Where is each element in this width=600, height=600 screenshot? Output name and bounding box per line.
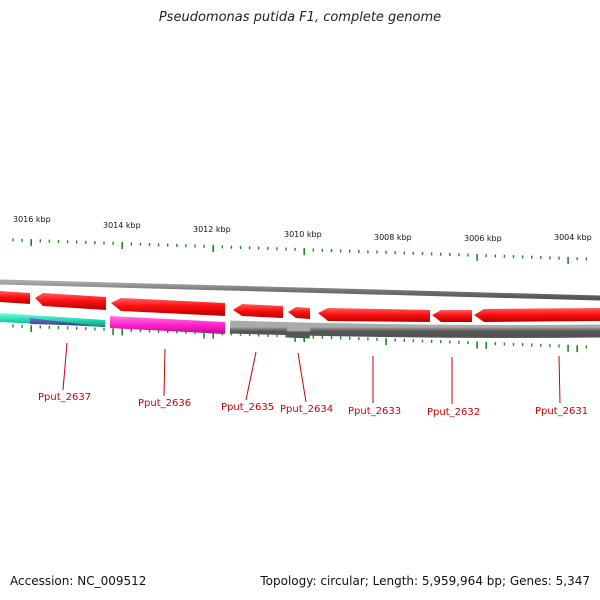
- gene-leader-line: [297, 352, 307, 403]
- gene-label: Pput_2633: [348, 406, 401, 417]
- gene-arrow-2633: [318, 308, 430, 322]
- ruler-label: 3004 kbp: [554, 233, 592, 242]
- gene-label: Pput_2637: [38, 392, 91, 403]
- gene-leader-line: [163, 348, 166, 397]
- gene-arrow-2635: [233, 304, 283, 318]
- blue-feature: [30, 318, 105, 327]
- topology-text: Topology: circular; Length: 5,959,964 bp…: [260, 574, 590, 588]
- gene-leader-line: [245, 351, 257, 401]
- gene-labels: Pput_2637 Pput_2636 Pput_2635 Pput_2634 Pput…: [38, 392, 588, 418]
- backbone-inner: [229, 320, 600, 338]
- backbone-outer: [0, 279, 600, 301]
- magenta-feature: [110, 316, 225, 334]
- ruler-label: 3016 kbp: [13, 215, 51, 224]
- ruler-label: 3008 kbp: [374, 233, 412, 242]
- gene-label: Pput_2635: [221, 402, 274, 413]
- gene-label: Pput_2636: [138, 398, 191, 409]
- gene-arrow-2632: [432, 310, 472, 322]
- ruler-label: 3012 kbp: [193, 225, 231, 234]
- ruler-labels: 3016 kbp 3014 kbp 3012 kbp 3010 kbp 3008 kbp…: [13, 215, 592, 243]
- gene-arrow-2634: [288, 307, 310, 319]
- ruler-label: 3010 kbp: [284, 230, 322, 239]
- gene-label: Pput_2632: [427, 407, 480, 418]
- gray-segment-2634: [286, 324, 311, 339]
- gene-arrows: [0, 291, 600, 322]
- gene-label-lines: [62, 342, 561, 404]
- gene-leader-line: [558, 355, 561, 404]
- genome-title: Pseudomonas putida F1, complete genome: [158, 10, 442, 25]
- gene-label: Pput_2631: [535, 406, 588, 417]
- ruler-label: 3014 kbp: [103, 221, 141, 230]
- gene-arrow-2637: [35, 293, 106, 310]
- gene-label: Pput_2634: [280, 404, 333, 415]
- gene-arrow-2637a: [0, 291, 30, 304]
- teal-feature: [0, 313, 105, 327]
- ruler-ticks-lower: [12, 324, 587, 353]
- gene-arrow-2631: [474, 308, 600, 322]
- gene-arrow-2636: [111, 298, 225, 316]
- ruler-label: 3006 kbp: [464, 234, 502, 243]
- ruler-ticks-upper: [12, 238, 587, 264]
- accession-text: Accession: NC_009512: [10, 574, 147, 588]
- gene-leader-line: [62, 342, 68, 391]
